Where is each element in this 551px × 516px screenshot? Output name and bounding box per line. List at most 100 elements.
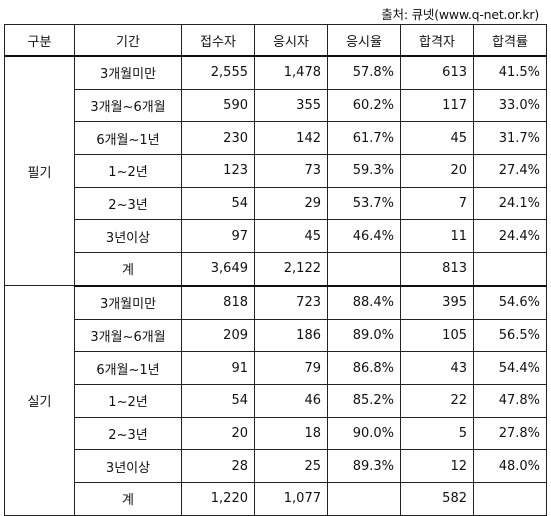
pass-rate-cell: 47.8% — [473, 383, 547, 418]
pass-rate-cell: 48.0% — [473, 449, 547, 483]
passers-cell: 5 — [400, 416, 474, 451]
examinees-cell: 355 — [254, 88, 328, 123]
header-period: 기간 — [74, 24, 182, 57]
group-label: 실기 — [4, 285, 75, 516]
passers-cell: 813 — [400, 252, 474, 287]
period-cell: 3개월~6개월 — [74, 88, 182, 123]
table-row: 실기 3개월미만 818 723 88.4% 395 54.6% — [4, 285, 547, 516]
pass-rate-cell — [473, 481, 547, 516]
period-cell: 3년이상 — [74, 219, 182, 254]
header-category: 구분 — [4, 24, 75, 57]
passers-cell: 43 — [400, 351, 474, 385]
header-passers: 합격자 — [400, 24, 474, 57]
attendance-rate-cell: 61.7% — [327, 121, 401, 156]
period-cell: 계 — [74, 252, 182, 287]
period-cell: 2~3년 — [74, 186, 182, 221]
period-cell: 2~3년 — [74, 416, 182, 451]
passers-cell: 395 — [400, 285, 474, 320]
examinees-cell: 18 — [254, 416, 328, 451]
attendance-rate-cell: 85.2% — [327, 383, 401, 418]
period-cell: 3개월미만 — [74, 285, 182, 320]
attendance-rate-cell: 46.4% — [327, 219, 401, 254]
applicants-cell: 28 — [181, 449, 255, 483]
table-row: 필기 3개월미만 2,555 1,478 57.8% 613 41.5% — [4, 55, 547, 287]
table-row: 3년이상 97 45 46.4% 11 24.4% — [5, 219, 547, 254]
examinees-cell: 1,077 — [254, 481, 328, 516]
examinees-cell: 73 — [254, 154, 328, 188]
pass-rate-cell: 33.0% — [473, 88, 547, 123]
passers-cell: 22 — [400, 383, 474, 418]
attendance-rate-cell: 86.8% — [327, 351, 401, 385]
attendance-rate-cell: 57.8% — [327, 55, 401, 90]
passers-cell: 105 — [400, 318, 474, 353]
table-row: 6개월~1년 91 79 86.8% 43 54.4% — [5, 351, 547, 385]
applicants-cell: 91 — [181, 351, 255, 385]
examinees-cell: 2,122 — [254, 252, 328, 287]
pass-rate-cell: 41.5% — [473, 55, 547, 90]
passers-cell: 582 — [400, 481, 474, 516]
period-cell: 1~2년 — [74, 383, 182, 418]
applicants-cell: 590 — [181, 88, 255, 123]
table-row: 2~3년 54 29 53.7% 7 24.1% — [5, 186, 547, 221]
applicants-cell: 818 — [181, 285, 255, 320]
passers-cell: 613 — [400, 55, 474, 90]
table-row: 계 3,649 2,122 813 — [5, 252, 547, 287]
applicants-cell: 54 — [181, 383, 255, 418]
examinees-cell: 1,478 — [254, 55, 328, 90]
period-cell: 6개월~1년 — [74, 351, 182, 385]
applicants-cell: 123 — [181, 154, 255, 188]
header-applicants: 접수자 — [181, 24, 255, 57]
table-row: 1~2년 54 46 85.2% 22 47.8% — [5, 383, 547, 418]
attendance-rate-cell: 53.7% — [327, 186, 401, 221]
examinees-cell: 46 — [254, 383, 328, 418]
period-cell: 1~2년 — [74, 154, 182, 188]
pass-rate-cell — [473, 252, 547, 287]
pass-rate-cell: 24.4% — [473, 219, 547, 254]
table-row: 2~3년 20 18 90.0% 5 27.8% — [5, 416, 547, 451]
attendance-rate-cell: 59.3% — [327, 154, 401, 188]
attendance-rate-cell: 89.3% — [327, 449, 401, 483]
applicants-cell: 54 — [181, 186, 255, 221]
header-examinees: 응시자 — [254, 24, 328, 57]
passers-cell: 7 — [400, 186, 474, 221]
header-attendance-rate: 응시율 — [327, 24, 401, 57]
examinees-cell: 723 — [254, 285, 328, 320]
period-cell: 3개월~6개월 — [74, 318, 182, 353]
pass-rate-cell: 56.5% — [473, 318, 547, 353]
group-label: 필기 — [4, 55, 75, 287]
period-cell: 6개월~1년 — [74, 121, 182, 156]
passers-cell: 12 — [400, 449, 474, 483]
pass-rate-cell: 24.1% — [473, 186, 547, 221]
applicants-cell: 3,649 — [181, 252, 255, 287]
table-row: 3개월~6개월 590 355 60.2% 117 33.0% — [5, 88, 547, 123]
period-cell: 계 — [74, 481, 182, 516]
table-body: 필기 3개월미만 2,555 1,478 57.8% 613 41.5% 3개월~6개월 590… — [4, 55, 547, 516]
attendance-rate-cell — [327, 481, 401, 516]
passers-cell: 117 — [400, 88, 474, 123]
pass-rate-cell: 27.8% — [473, 416, 547, 451]
examinees-cell: 142 — [254, 121, 328, 156]
table-row: 6개월~1년 230 142 61.7% 45 31.7% — [5, 121, 547, 156]
header-row: 구분 기간 접수자 응시자 응시율 합격자 합격률 — [4, 24, 547, 57]
attendance-rate-cell: 90.0% — [327, 416, 401, 451]
period-cell: 3개월미만 — [74, 55, 182, 90]
examinees-cell: 186 — [254, 318, 328, 353]
header-pass-rate: 합격률 — [473, 24, 547, 57]
pass-rate-cell: 31.7% — [473, 121, 547, 156]
attendance-rate-cell — [327, 252, 401, 287]
applicants-cell: 2,555 — [181, 55, 255, 90]
applicants-cell: 20 — [181, 416, 255, 451]
pass-rate-cell: 54.4% — [473, 351, 547, 385]
attendance-rate-cell: 88.4% — [327, 285, 401, 320]
pass-rate-cell: 54.6% — [473, 285, 547, 320]
source-caption: 출처: 큐넷(www.q-net.or.kr) — [381, 7, 539, 22]
examinees-cell: 29 — [254, 186, 328, 221]
table-row: 3개월~6개월 209 186 89.0% 105 56.5% — [5, 318, 547, 353]
attendance-rate-cell: 89.0% — [327, 318, 401, 353]
attendance-rate-cell: 60.2% — [327, 88, 401, 123]
exam-statistics-table: 구분 기간 접수자 응시자 응시율 합격자 합격률 필기 3개월미만 2,555 1,… — [4, 24, 547, 516]
pass-rate-cell: 27.4% — [473, 154, 547, 188]
applicants-cell: 97 — [181, 219, 255, 254]
table-row: 1~2년 123 73 59.3% 20 27.4% — [5, 154, 547, 188]
applicants-cell: 230 — [181, 121, 255, 156]
